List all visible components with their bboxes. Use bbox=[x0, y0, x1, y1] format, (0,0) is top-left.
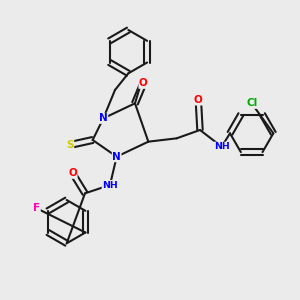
Text: NH: NH bbox=[214, 142, 230, 151]
Text: NH: NH bbox=[102, 181, 118, 190]
Text: F: F bbox=[33, 203, 40, 213]
Text: O: O bbox=[194, 95, 203, 105]
Text: S: S bbox=[66, 140, 74, 150]
Text: N: N bbox=[99, 113, 108, 123]
Text: Cl: Cl bbox=[246, 98, 257, 108]
Text: N: N bbox=[112, 152, 121, 162]
Text: O: O bbox=[139, 78, 148, 88]
Text: O: O bbox=[68, 168, 77, 178]
